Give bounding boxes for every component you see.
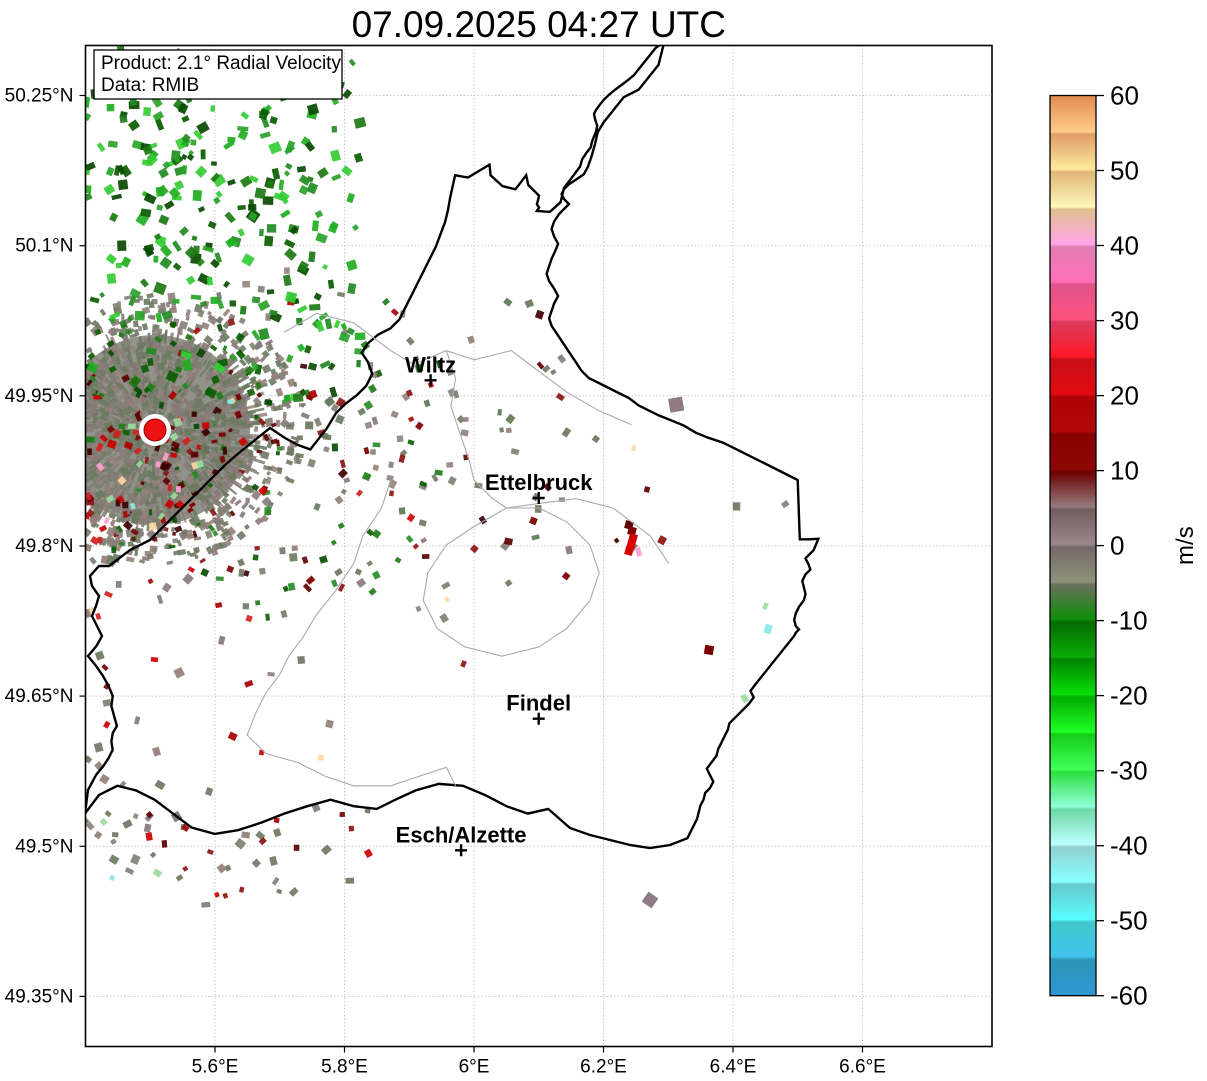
svg-text:-60: -60 (1110, 981, 1148, 1011)
svg-text:Esch/Alzette: Esch/Alzette (396, 822, 527, 847)
svg-text:50.1°N: 50.1°N (15, 236, 73, 257)
svg-text:-20: -20 (1110, 681, 1148, 711)
svg-text:-10: -10 (1110, 606, 1148, 636)
svg-text:49.95°N: 49.95°N (5, 386, 74, 407)
svg-text:Wiltz: Wiltz (405, 352, 456, 377)
svg-text:20: 20 (1110, 381, 1139, 411)
svg-text:6.4°E: 6.4°E (710, 1057, 757, 1078)
svg-text:49.35°N: 49.35°N (5, 986, 74, 1007)
svg-text:49.65°N: 49.65°N (5, 686, 74, 707)
svg-text:40: 40 (1110, 231, 1139, 261)
svg-text:50.25°N: 50.25°N (5, 86, 74, 107)
svg-text:30: 30 (1110, 306, 1139, 336)
svg-text:6°E: 6°E (459, 1057, 490, 1078)
svg-text:5.6°E: 5.6°E (192, 1057, 239, 1078)
svg-text:-30: -30 (1110, 756, 1148, 786)
svg-text:60: 60 (1110, 81, 1139, 111)
svg-text:50: 50 (1110, 156, 1139, 186)
svg-text:5.8°E: 5.8°E (321, 1057, 368, 1078)
svg-text:0: 0 (1110, 531, 1124, 561)
svg-text:-50: -50 (1110, 906, 1148, 936)
svg-text:10: 10 (1110, 456, 1139, 486)
svg-text:-40: -40 (1110, 831, 1148, 861)
svg-text:Data: RMIB: Data: RMIB (101, 75, 199, 96)
svg-text:Findel: Findel (506, 691, 571, 716)
svg-text:6.2°E: 6.2°E (580, 1057, 627, 1078)
svg-text:6.6°E: 6.6°E (839, 1057, 886, 1078)
svg-text:49.5°N: 49.5°N (15, 836, 73, 857)
svg-text:Product: 2.1° Radial Velocity: Product: 2.1° Radial Velocity (101, 53, 341, 74)
svg-text:Ettelbruck: Ettelbruck (485, 470, 593, 495)
svg-text:49.8°N: 49.8°N (15, 536, 73, 557)
svg-text:m/s: m/s (1172, 526, 1199, 565)
svg-text:07.09.2025 04:27 UTC: 07.09.2025 04:27 UTC (352, 4, 726, 45)
